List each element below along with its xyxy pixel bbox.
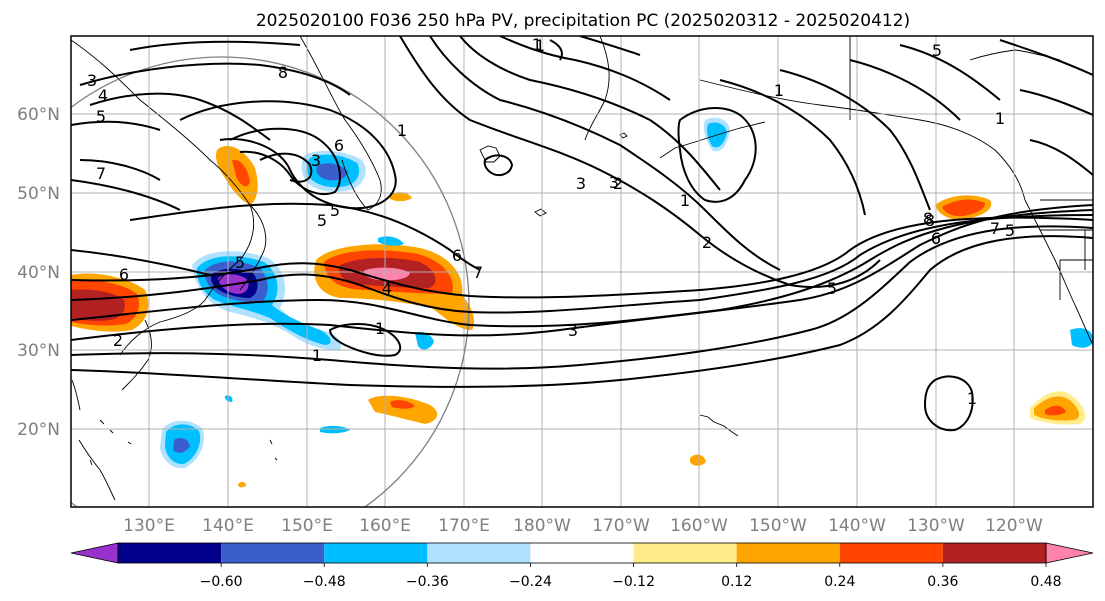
coastlines bbox=[71, 36, 1093, 501]
contour-label: 6 bbox=[452, 246, 462, 265]
longitude-tick-label: 150°W bbox=[749, 516, 807, 536]
shade-nw-positive bbox=[215, 146, 258, 205]
map-frame bbox=[70, 35, 1094, 508]
colorbar bbox=[70, 542, 1094, 564]
colorbar-segment bbox=[324, 543, 428, 563]
latitude-tick-label: 20°N bbox=[17, 420, 60, 440]
contour-label: 3 bbox=[311, 151, 321, 170]
latitude-labels: 60°N 50°N 40°N 30°N 20°N bbox=[17, 105, 60, 440]
contour-label: 7 bbox=[990, 219, 1000, 238]
longitude-tick-label: 140°E bbox=[202, 516, 254, 536]
contour-label: 4 bbox=[98, 86, 108, 105]
colorbar-tick-label: 0.36 bbox=[927, 574, 958, 590]
latitude-tick-label: 60°N bbox=[17, 105, 60, 125]
contour-label: 6 bbox=[119, 265, 129, 284]
contour-label: 5 bbox=[827, 279, 837, 298]
reference-circle bbox=[71, 56, 470, 507]
longitude-tick-label: 140°W bbox=[828, 516, 886, 536]
colorbar-tick-label: 0.48 bbox=[1030, 574, 1061, 590]
colorbar-extension-low bbox=[70, 542, 119, 564]
contour-label: 2 bbox=[613, 174, 623, 193]
contour-label: 5 bbox=[1005, 221, 1015, 240]
contour-label: 6 bbox=[931, 229, 941, 248]
contour-label: 5 bbox=[96, 107, 106, 126]
contour-label: 5 bbox=[317, 211, 327, 230]
contour-label: 1 bbox=[535, 36, 545, 55]
longitude-tick-label: 170°E bbox=[438, 516, 490, 536]
colorbar-extension-high bbox=[1045, 542, 1094, 564]
latitude-tick-label: 30°N bbox=[17, 341, 60, 361]
colorbar-segment bbox=[736, 543, 840, 563]
colorbar-tick-label: −0.12 bbox=[612, 574, 655, 590]
contour-label: 1 bbox=[967, 389, 977, 408]
contour-label: 3 bbox=[576, 174, 586, 193]
contour-label: 8 bbox=[925, 211, 935, 230]
longitude-tick-label: 160°E bbox=[359, 516, 411, 536]
colorbar-segment bbox=[530, 543, 634, 563]
contour-label: 1 bbox=[397, 121, 407, 140]
colorbar-segment bbox=[118, 543, 222, 563]
longitude-tick-label: 150°E bbox=[281, 516, 333, 536]
contour-label: 6 bbox=[931, 229, 941, 248]
contour-label: 1 bbox=[312, 346, 322, 365]
colorbar-tick-label: −0.48 bbox=[303, 574, 346, 590]
contour-label: 1 bbox=[532, 35, 542, 54]
contour-label: 1 bbox=[680, 191, 690, 210]
longitude-tick-label: 180°W bbox=[513, 516, 571, 536]
contour-label: 6 bbox=[334, 136, 344, 155]
contour-label: 1 bbox=[995, 109, 1005, 128]
colorbar-tick-label: 0.12 bbox=[721, 574, 752, 590]
contour-label: 7 bbox=[473, 263, 483, 282]
contour-label: 7 bbox=[96, 164, 106, 183]
contour-label: 2 bbox=[702, 233, 712, 252]
pv-contours bbox=[71, 36, 1093, 432]
contour-label: 2 bbox=[113, 331, 123, 350]
contour-label: 1 bbox=[774, 81, 784, 100]
map-title: 2025020100 F036 250 hPa PV, precipitatio… bbox=[256, 11, 910, 31]
latitude-tick-label: 40°N bbox=[17, 263, 60, 283]
colorbar-segment bbox=[839, 543, 943, 563]
contour-label: 5 bbox=[932, 41, 942, 60]
colorbar-segment bbox=[427, 543, 531, 563]
contour-label: 5 bbox=[330, 201, 340, 220]
latitude-tick-label: 50°N bbox=[17, 184, 60, 204]
contour-label: 3 bbox=[87, 71, 97, 90]
contour-label: 1 bbox=[375, 319, 385, 338]
colorbar-tick-label: −0.36 bbox=[406, 574, 449, 590]
contour-label: 3 bbox=[609, 173, 619, 192]
colorbar-outline bbox=[117, 542, 1047, 564]
colorbar-segment bbox=[221, 543, 325, 563]
colorbar-segment bbox=[633, 543, 737, 563]
contour-label: 8 bbox=[923, 209, 933, 228]
colorbar-tick-label: −0.24 bbox=[509, 574, 552, 590]
longitude-tick-label: 130°W bbox=[907, 516, 965, 536]
colorbar-tick-label: 0.24 bbox=[824, 574, 855, 590]
longitude-tick-label: 160°W bbox=[670, 516, 728, 536]
contour-label: 3 bbox=[568, 321, 578, 340]
longitude-tick-label: 170°W bbox=[592, 516, 650, 536]
colorbar-tick-label: −0.60 bbox=[200, 574, 243, 590]
contour-label: 8 bbox=[278, 63, 288, 82]
colorbar-segment bbox=[942, 543, 1046, 563]
contour-label: 4 bbox=[382, 279, 392, 298]
colorbar-labels: −0.60 −0.48 −0.36 −0.24 −0.12 0.12 0.24 0.36 0.4… bbox=[200, 563, 1062, 590]
longitude-tick-label: 120°W bbox=[985, 516, 1043, 536]
longitude-labels: 130°E 140°E 150°E 160°E 170°E 180°W 170°W 160°W… bbox=[123, 516, 1043, 536]
longitude-tick-label: 130°E bbox=[123, 516, 175, 536]
contour-label: 5 bbox=[235, 253, 245, 272]
